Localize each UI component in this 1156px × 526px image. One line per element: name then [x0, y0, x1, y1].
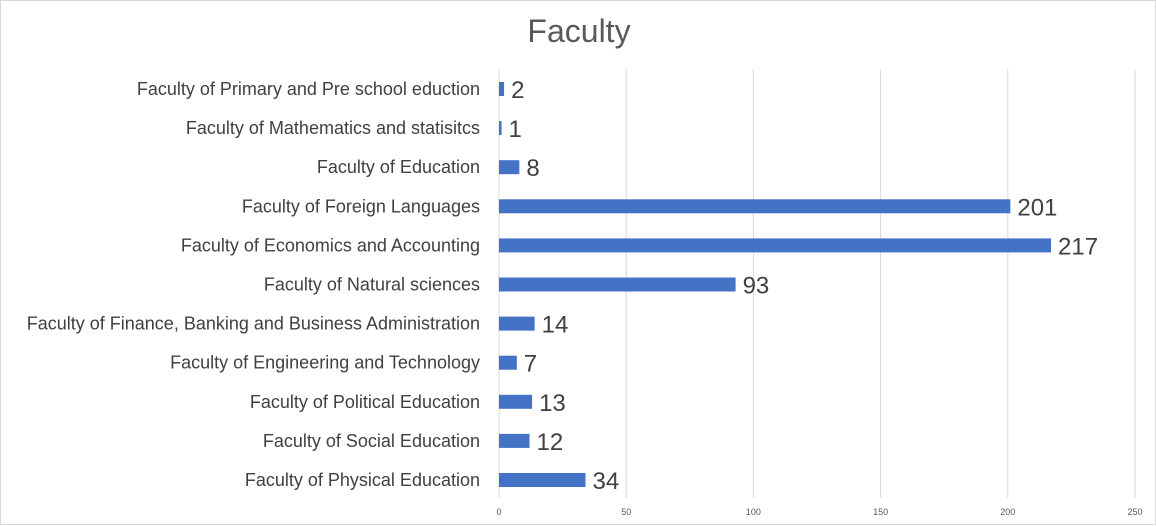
bar	[499, 316, 535, 331]
data-label: 7	[524, 351, 537, 378]
x-tick-label: 50	[621, 507, 631, 517]
data-label: 13	[539, 390, 566, 417]
data-label: 34	[592, 468, 619, 495]
data-label: 1	[509, 116, 522, 143]
data-label: 217	[1058, 233, 1098, 260]
data-label: 93	[743, 273, 770, 300]
category-label: Faculty of Foreign Languages	[242, 196, 480, 216]
bar	[499, 238, 1052, 253]
bar	[499, 433, 530, 448]
x-tick-label: 200	[1000, 507, 1015, 517]
x-tick-label: 250	[1127, 507, 1142, 517]
bar	[499, 82, 505, 96]
category-label: Faculty of Education	[317, 157, 480, 177]
category-label: Faculty of Engineering and Technology	[170, 353, 480, 373]
bar	[499, 355, 517, 370]
bar	[499, 277, 736, 292]
category-label: Faculty of Physical Education	[245, 470, 480, 490]
bar	[499, 473, 586, 487]
bar	[499, 199, 1011, 214]
category-label: Faculty of Mathematics and statisitcs	[186, 118, 480, 138]
x-tick-label: 0	[496, 507, 501, 517]
chart-title: Faculty	[527, 13, 631, 49]
category-label: Faculty of Primary and Pre school educti…	[137, 79, 480, 99]
data-label: 8	[526, 155, 539, 182]
category-label: Faculty of Political Education	[250, 392, 480, 412]
bar	[499, 121, 502, 136]
bar	[499, 160, 520, 175]
x-tick-label: 100	[746, 507, 761, 517]
category-label: Faculty of Natural sciences	[264, 275, 480, 295]
bar	[499, 394, 533, 409]
category-label: Faculty of Social Education	[263, 431, 480, 451]
data-label: 201	[1017, 194, 1057, 221]
x-tick-label: 150	[873, 507, 888, 517]
data-label: 14	[542, 312, 569, 339]
category-label: Faculty of Economics and Accounting	[181, 235, 480, 255]
data-label: 2	[511, 77, 524, 104]
data-label: 12	[537, 429, 564, 456]
category-label: Faculty of Finance, Banking and Business…	[27, 314, 480, 334]
